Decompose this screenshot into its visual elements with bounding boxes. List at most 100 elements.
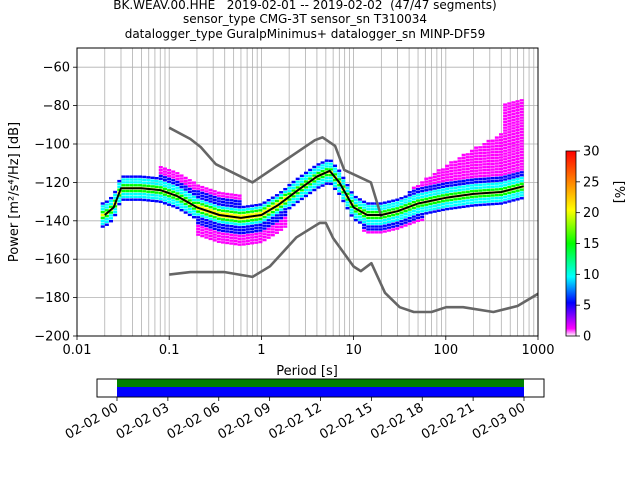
density-cell xyxy=(515,192,520,195)
density-cell xyxy=(304,188,309,192)
density-cell xyxy=(345,186,350,190)
density-cell xyxy=(515,180,520,184)
density-cell xyxy=(507,122,512,125)
density-cell xyxy=(461,159,466,162)
density-cell xyxy=(519,171,524,174)
density-cell xyxy=(250,221,255,225)
density-cell xyxy=(175,180,180,184)
density-cell xyxy=(391,228,396,231)
density-cell xyxy=(515,143,520,146)
density-cell xyxy=(469,172,474,176)
density-cell xyxy=(291,180,296,184)
density-cell xyxy=(196,210,201,213)
density-cell xyxy=(519,179,524,183)
density-cell xyxy=(324,173,329,177)
density-cell xyxy=(411,212,416,215)
density-cell xyxy=(304,171,309,175)
density-cell xyxy=(187,190,192,194)
density-cell xyxy=(399,225,404,229)
density-cell xyxy=(403,212,408,216)
density-cell xyxy=(490,159,495,163)
density-cell xyxy=(407,208,412,211)
density-cell xyxy=(349,214,354,217)
density-cell xyxy=(465,202,470,205)
density-cell xyxy=(221,238,226,241)
density-cell xyxy=(142,190,147,193)
density-cell xyxy=(494,170,499,174)
density-cell xyxy=(469,195,474,199)
density-cell xyxy=(474,157,479,161)
density-cell xyxy=(453,186,458,189)
density-cell xyxy=(482,163,487,166)
density-cell xyxy=(403,221,408,224)
density-cell xyxy=(229,242,234,245)
density-cell xyxy=(428,208,433,211)
density-cell xyxy=(503,178,508,181)
density-cell xyxy=(245,239,250,243)
density-cell xyxy=(494,150,499,154)
density-cell xyxy=(478,200,483,204)
density-cell xyxy=(113,199,118,202)
density-cell xyxy=(519,191,524,194)
time-tick-label: 02-02 00 xyxy=(63,400,121,442)
density-cell xyxy=(507,148,512,151)
density-cell xyxy=(158,186,163,189)
density-cell xyxy=(216,217,221,220)
density-cell xyxy=(208,234,213,238)
density-cell xyxy=(117,188,122,191)
density-cell xyxy=(453,177,458,181)
density-cell xyxy=(245,213,250,217)
density-cell xyxy=(457,206,462,209)
density-cell xyxy=(407,191,412,194)
density-cell xyxy=(503,169,508,173)
density-cell xyxy=(432,184,437,187)
density-cell xyxy=(391,222,396,225)
density-cell xyxy=(212,233,217,236)
density-cell xyxy=(465,170,470,173)
density-cell xyxy=(424,183,429,186)
density-cell xyxy=(511,153,516,156)
density-cell xyxy=(245,222,250,225)
density-cell xyxy=(403,204,408,207)
density-cell xyxy=(146,199,151,202)
density-cell xyxy=(407,219,412,223)
density-cell xyxy=(436,209,441,212)
density-cell xyxy=(507,191,512,195)
density-cell xyxy=(382,224,387,227)
density-cell xyxy=(395,201,400,204)
density-cell xyxy=(108,214,113,217)
density-cell xyxy=(229,225,234,228)
density-cell xyxy=(515,120,520,123)
density-cell xyxy=(108,211,113,214)
density-cell xyxy=(469,198,474,202)
density-cell xyxy=(245,219,250,222)
density-cell xyxy=(420,207,425,210)
density-cell xyxy=(453,203,458,207)
density-cell xyxy=(515,169,520,172)
density-cell xyxy=(254,221,259,224)
density-cell xyxy=(378,222,383,225)
density-cell xyxy=(469,181,474,184)
density-cell xyxy=(291,186,296,189)
density-cell xyxy=(108,219,113,223)
density-cell xyxy=(341,193,346,197)
density-cell xyxy=(507,168,512,171)
density-cell xyxy=(150,199,155,203)
density-cell xyxy=(146,190,151,193)
density-cell xyxy=(499,133,504,136)
density-cell xyxy=(291,200,296,204)
density-cell xyxy=(266,207,271,211)
density-cell xyxy=(104,220,109,224)
density-cell xyxy=(100,202,105,205)
density-cell xyxy=(196,198,201,202)
density-cell xyxy=(121,192,126,196)
density-cell xyxy=(345,189,350,193)
density-cell xyxy=(474,169,479,172)
density-cell xyxy=(424,191,429,195)
density-cell xyxy=(154,197,159,200)
density-cell xyxy=(420,204,425,207)
density-cell xyxy=(457,165,462,169)
density-cell xyxy=(212,195,217,199)
density-cell xyxy=(511,112,516,116)
density-cell xyxy=(478,169,483,172)
